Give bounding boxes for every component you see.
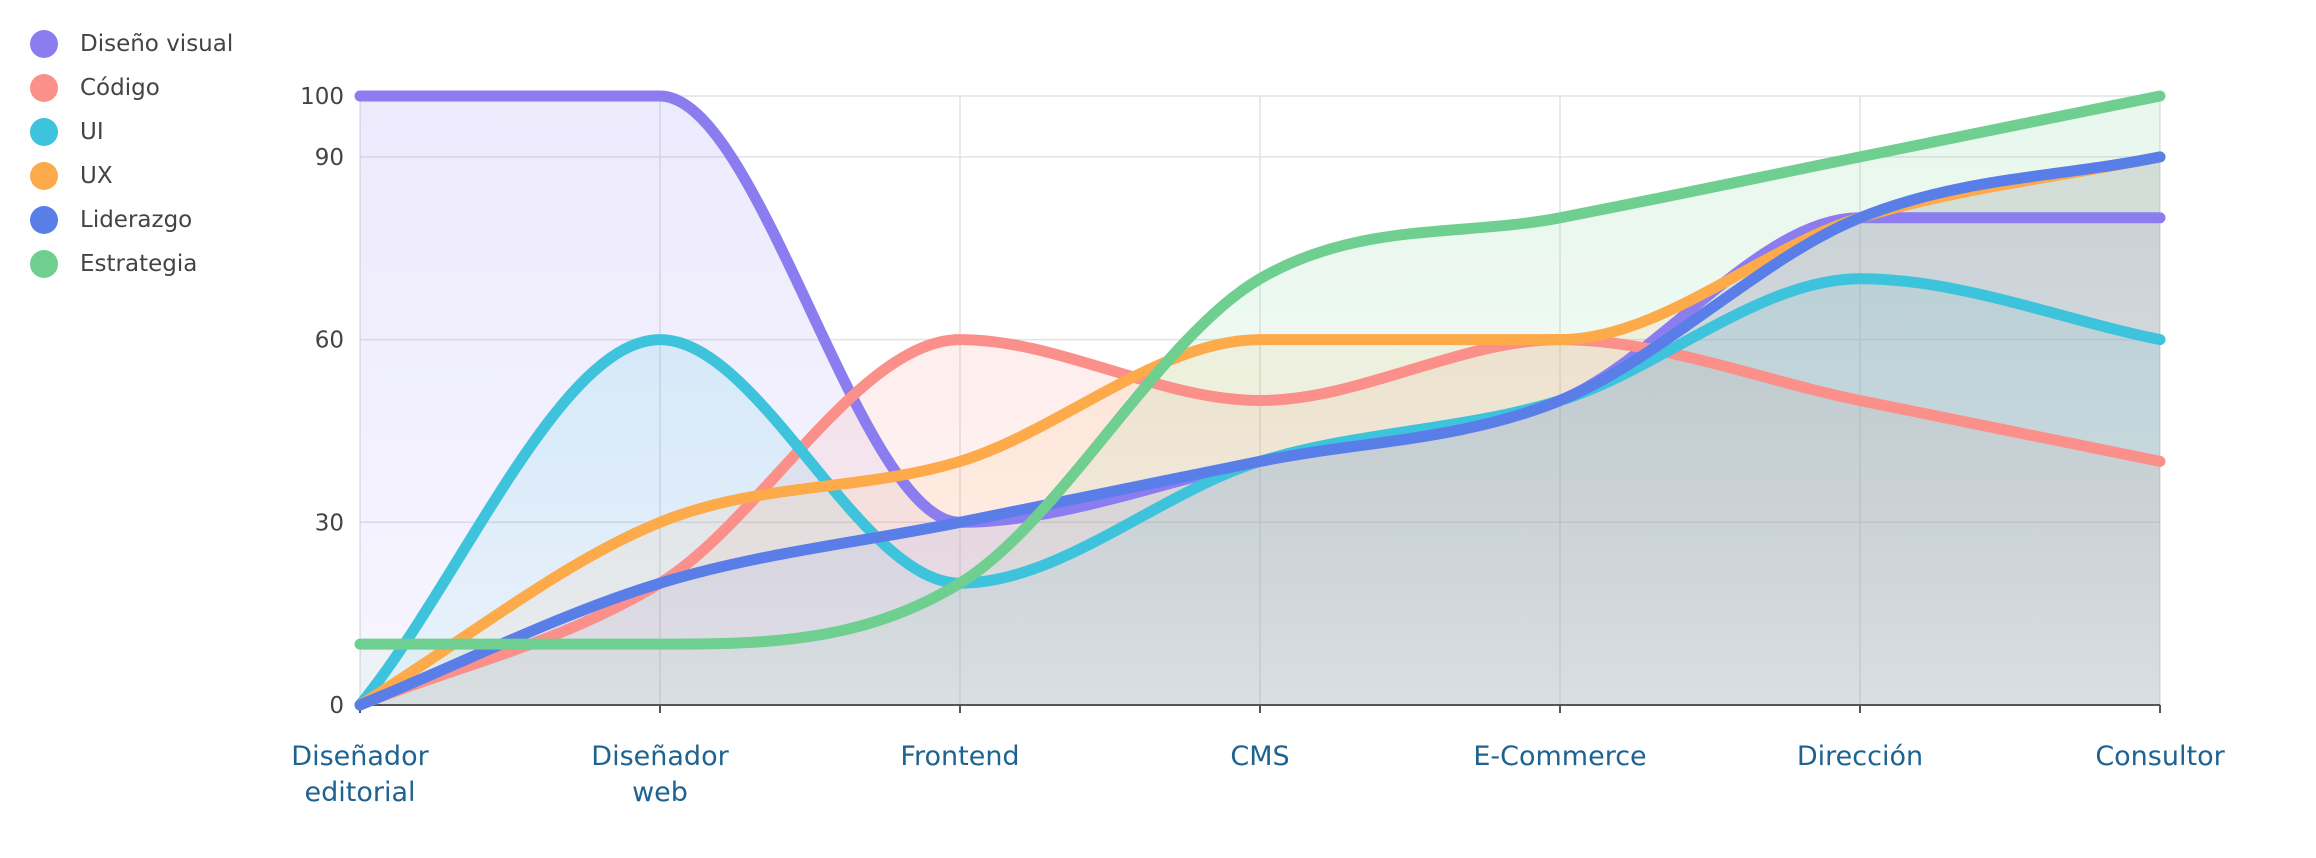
legend-item[interactable]: Diseño visual — [30, 22, 233, 66]
x-category-label-line: editorial — [304, 777, 415, 808]
series-line — [354, 90, 2166, 650]
y-tick-label: 60 — [315, 328, 344, 354]
x-category-label: Consultor — [2095, 741, 2225, 772]
x-category-label: Frontend — [900, 741, 1019, 772]
x-category-label: Dirección — [1797, 741, 1923, 772]
x-category-label-line: Diseñador — [291, 741, 429, 772]
x-category-label-line: CMS — [1230, 741, 1289, 772]
x-category-label: Diseñador web — [591, 741, 729, 808]
legend-swatch — [30, 30, 58, 58]
x-category-label: Diseñador editorial — [291, 741, 429, 808]
x-category-label-line: Dirección — [1797, 741, 1923, 772]
legend-item[interactable]: Estrategia — [30, 242, 233, 286]
legend-swatch — [30, 118, 58, 146]
x-category-label-line: Consultor — [2095, 741, 2225, 772]
x-category-label: CMS — [1230, 741, 1289, 772]
legend-swatch — [30, 162, 58, 190]
legend-label: Estrategia — [80, 251, 198, 277]
legend-swatch — [30, 206, 58, 234]
legend: Diseño visual Código UI UX Liderazgo Estrateg… — [30, 22, 233, 286]
legend-item[interactable]: Liderazgo — [30, 198, 233, 242]
x-category-label-line: E-Commerce — [1473, 741, 1646, 772]
y-tick-label: 30 — [315, 510, 344, 536]
x-category-label-line: Diseñador — [591, 741, 729, 772]
legend-label: UI — [80, 119, 104, 145]
x-category-label: E-Commerce — [1473, 741, 1646, 772]
series-line — [354, 273, 2166, 711]
legend-label: Liderazgo — [80, 207, 193, 233]
legend-label: UX — [80, 163, 113, 189]
legend-swatch — [30, 74, 58, 102]
legend-label: Código — [80, 75, 160, 101]
y-tick-label: 90 — [315, 145, 344, 171]
series-line — [354, 151, 2166, 711]
legend-item[interactable]: UI — [30, 110, 233, 154]
y-tick-label: 0 — [329, 693, 344, 719]
legend-swatch — [30, 250, 58, 278]
legend-item[interactable]: Código — [30, 66, 233, 110]
y-tick-label: 100 — [300, 84, 344, 110]
x-category-label-line: web — [632, 777, 688, 808]
x-category-label-line: Frontend — [900, 741, 1019, 772]
legend-label: Diseño visual — [80, 31, 234, 57]
legend-item[interactable]: UX — [30, 154, 233, 198]
